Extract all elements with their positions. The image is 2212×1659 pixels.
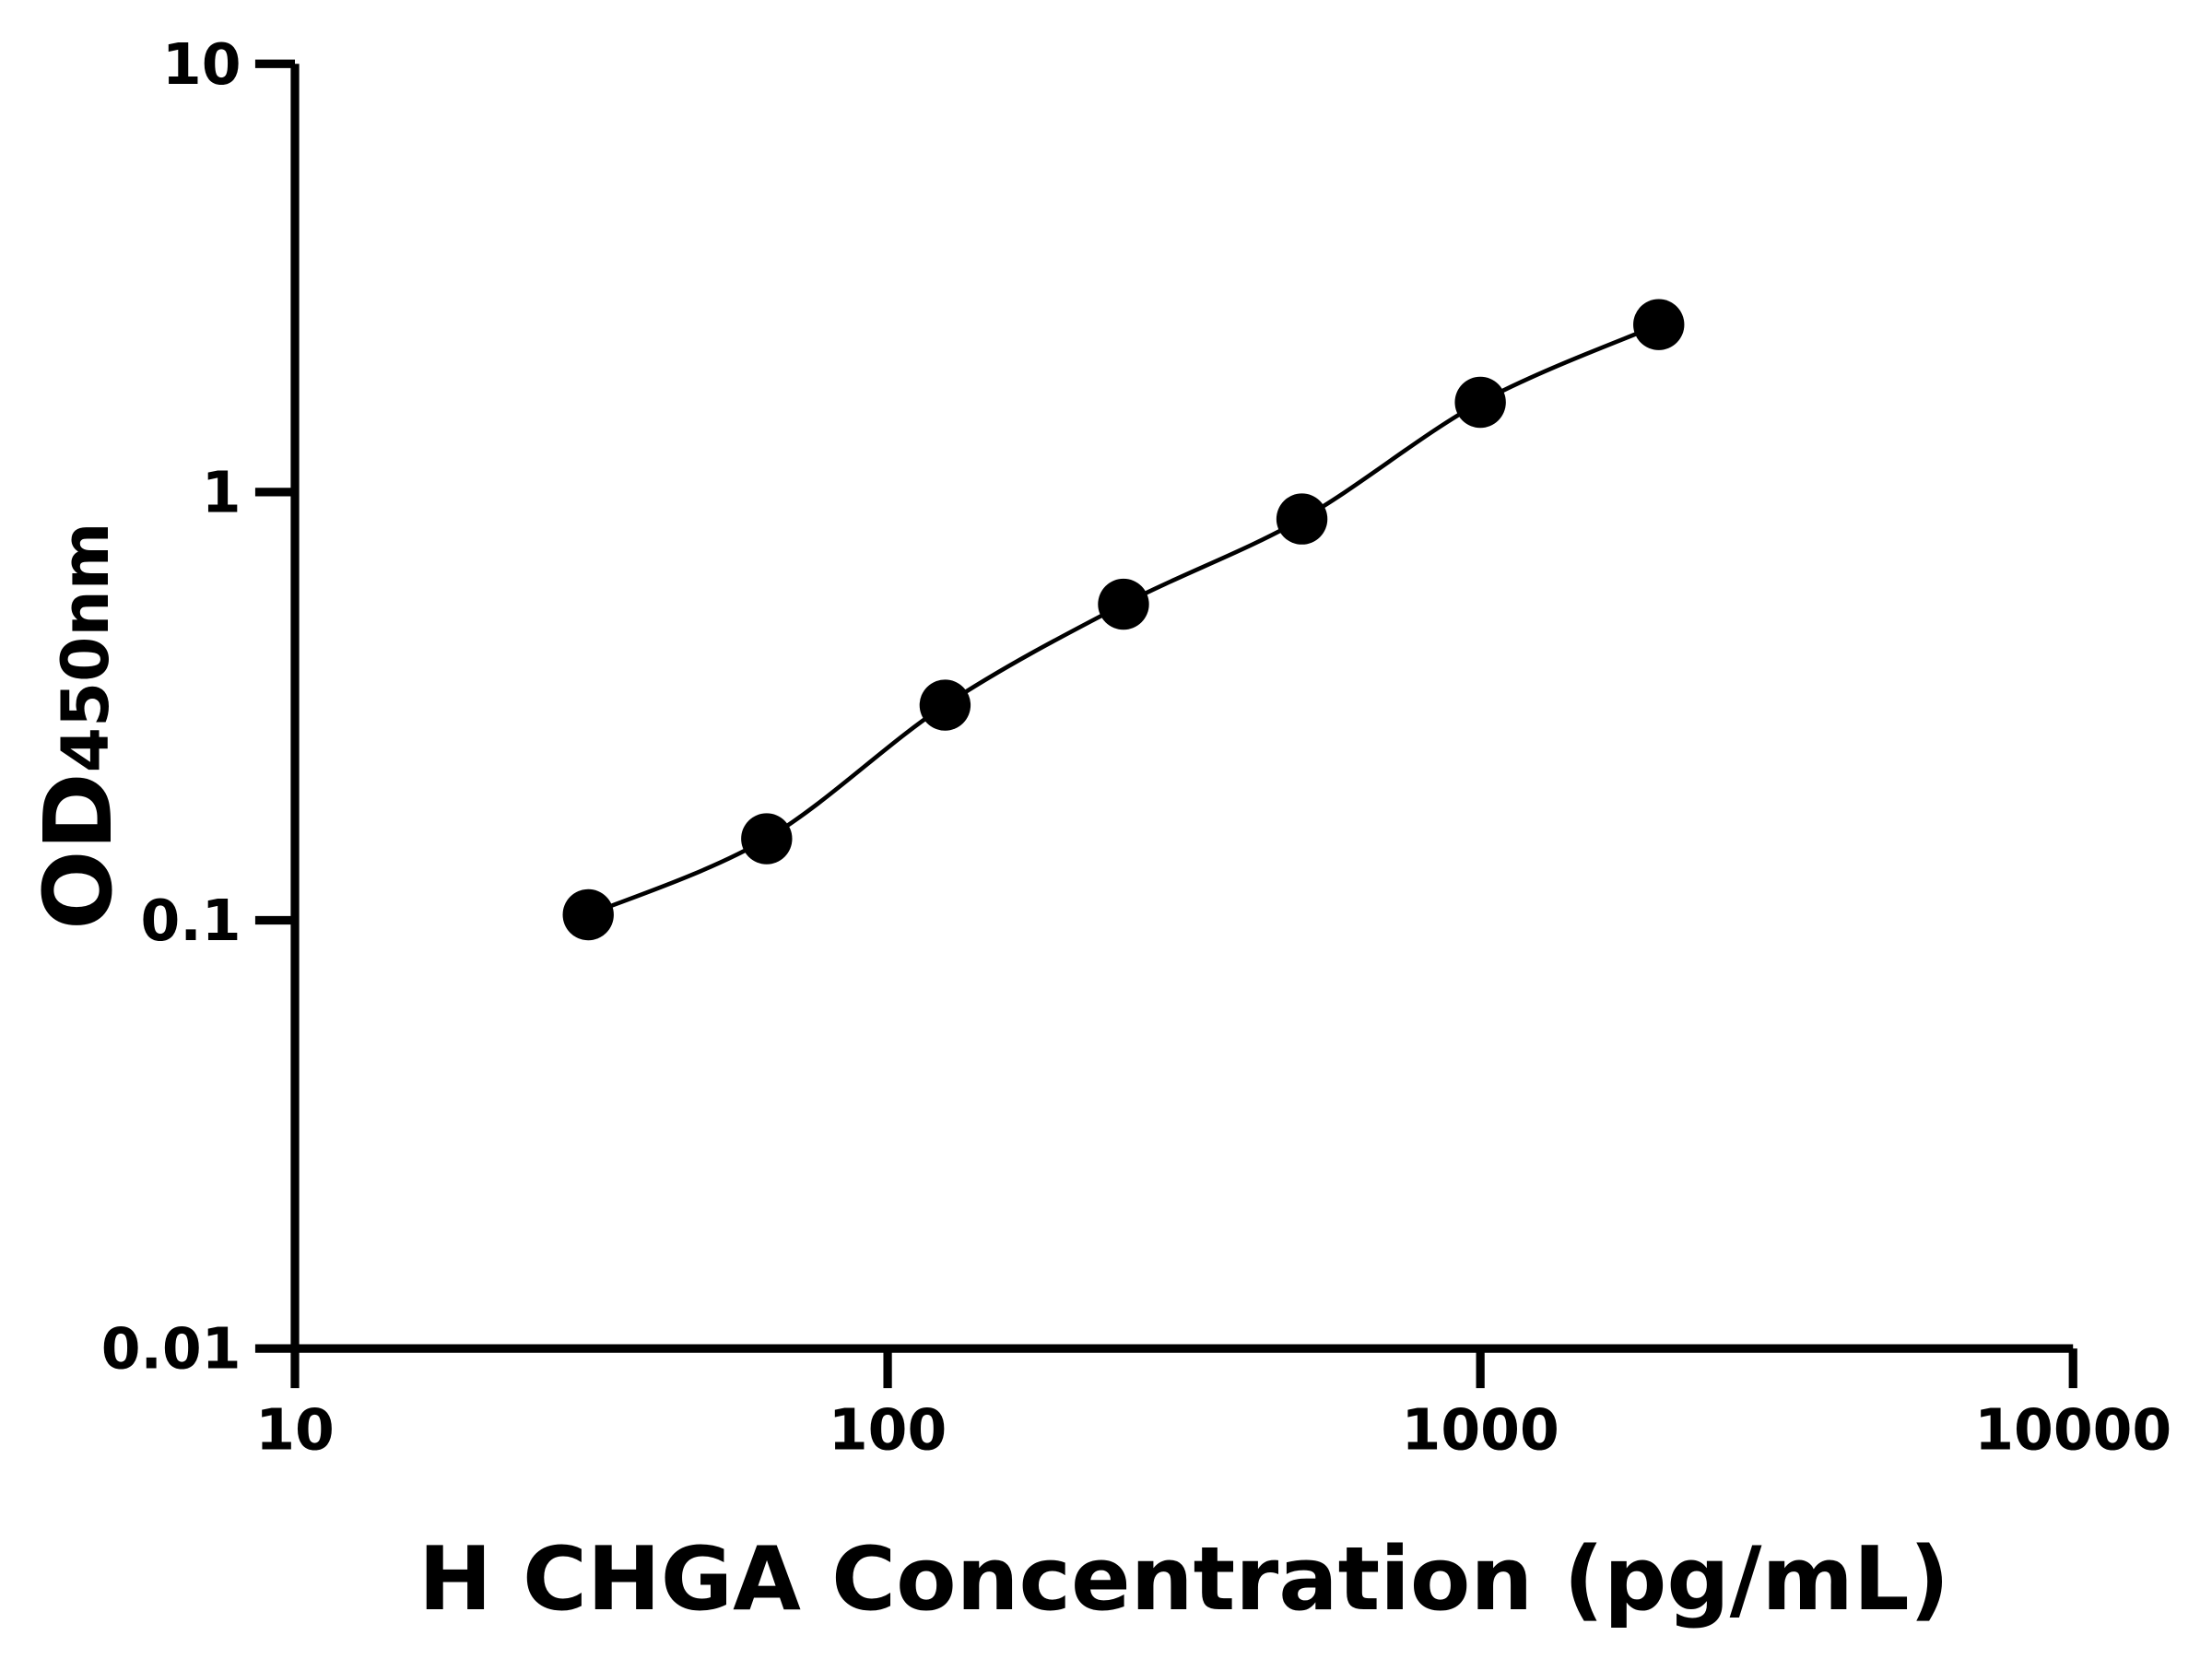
x-tick-label: 10 xyxy=(255,1396,335,1463)
x-tick-label: 1000 xyxy=(1402,1396,1559,1463)
y-axis-label-main: OD xyxy=(24,772,133,930)
data-points xyxy=(562,299,1685,941)
y-tick-label: 0.01 xyxy=(101,1316,241,1382)
y-axis-label: OD450nm xyxy=(24,523,133,930)
x-axis-label: H CHGA Concentration (pg/mL) xyxy=(418,1528,1949,1630)
y-tick-label: 0.1 xyxy=(141,888,241,954)
data-point xyxy=(1633,299,1685,350)
data-point xyxy=(1454,376,1506,429)
data-point xyxy=(1098,578,1149,630)
data-point xyxy=(741,813,793,865)
y-tick-label: 1 xyxy=(202,459,241,525)
x-tick-label: 100 xyxy=(829,1396,947,1463)
data-point xyxy=(1276,493,1328,545)
ticks: 10 100 1000 10000 0.01 0.1 1 10 xyxy=(101,31,2171,1464)
x-tick-label: 10000 xyxy=(1974,1396,2171,1463)
data-point xyxy=(919,679,971,731)
y-axis-label-sub: 450nm xyxy=(47,523,124,773)
data-point xyxy=(562,888,614,941)
y-tick-label: 10 xyxy=(162,31,241,98)
axes xyxy=(290,64,2074,1353)
